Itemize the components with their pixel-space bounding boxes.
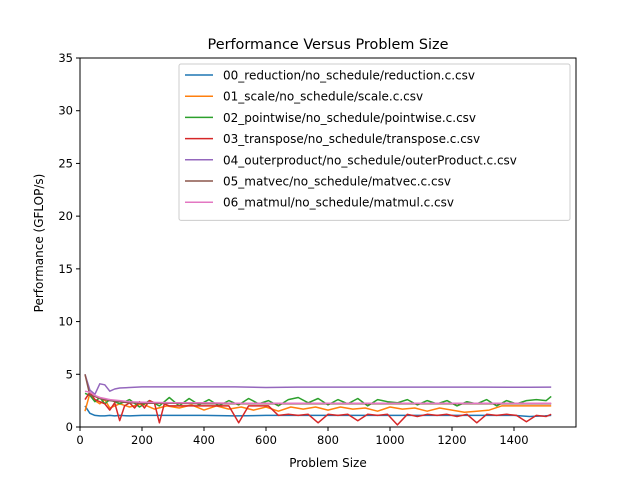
legend-box (178, 63, 571, 221)
x-tick-label: 200 (131, 433, 153, 447)
y-tick-label: 5 (66, 367, 73, 381)
legend-label: 05_matvec/no_schedule/matvec.c.csv (223, 175, 451, 189)
plot-frame (79, 57, 577, 428)
legend-label: 04_outerproduct/no_schedule/outerProduct… (223, 153, 517, 167)
y-tick-label: 25 (58, 156, 73, 170)
x-tick-label: 1000 (375, 433, 404, 447)
y-tick-label: 10 (58, 315, 73, 329)
legend-label: 06_matmul/no_schedule/matmul.c.csv (223, 196, 454, 210)
x-tick-label: 600 (255, 433, 277, 447)
x-tick-label: 0 (76, 433, 83, 447)
x-tick-label: 400 (193, 433, 215, 447)
axis-ticks: 0 200 400 600 800 1000 1200 1400 0 5 10 15 20 25 30 35 (58, 51, 528, 447)
chart-title: Performance Versus Problem Size (208, 37, 449, 53)
x-tick-label: 1200 (437, 433, 466, 447)
x-tick-label: 1400 (499, 433, 528, 447)
y-axis-label: Performance (GFLOP/s) (32, 174, 46, 313)
series-line-3 (84, 391, 552, 426)
y-tick-label: 0 (66, 420, 73, 434)
series-line-4 (84, 374, 552, 396)
y-tick-label: 30 (58, 104, 73, 118)
legend-label: 00_reduction/no_schedule/reduction.c.csv (223, 69, 475, 83)
y-tick-label: 15 (58, 262, 73, 276)
plot-series (84, 374, 552, 426)
series-line-6 (84, 390, 552, 405)
x-tick-label: 800 (317, 433, 339, 447)
y-tick-label: 20 (58, 209, 73, 223)
legend-label: 01_scale/no_schedule/scale.c.csv (223, 90, 423, 104)
y-tick-label: 35 (58, 51, 73, 65)
legend-label: 03_transpose/no_schedule/transpose.c.csv (223, 132, 480, 146)
series-line-1 (84, 392, 552, 413)
legend-label: 02_pointwise/no_schedule/pointwise.c.csv (223, 111, 476, 125)
x-axis-label: Problem Size (289, 456, 367, 470)
legend: 00_reduction/no_schedule/reduction.c.csv… (178, 63, 571, 221)
